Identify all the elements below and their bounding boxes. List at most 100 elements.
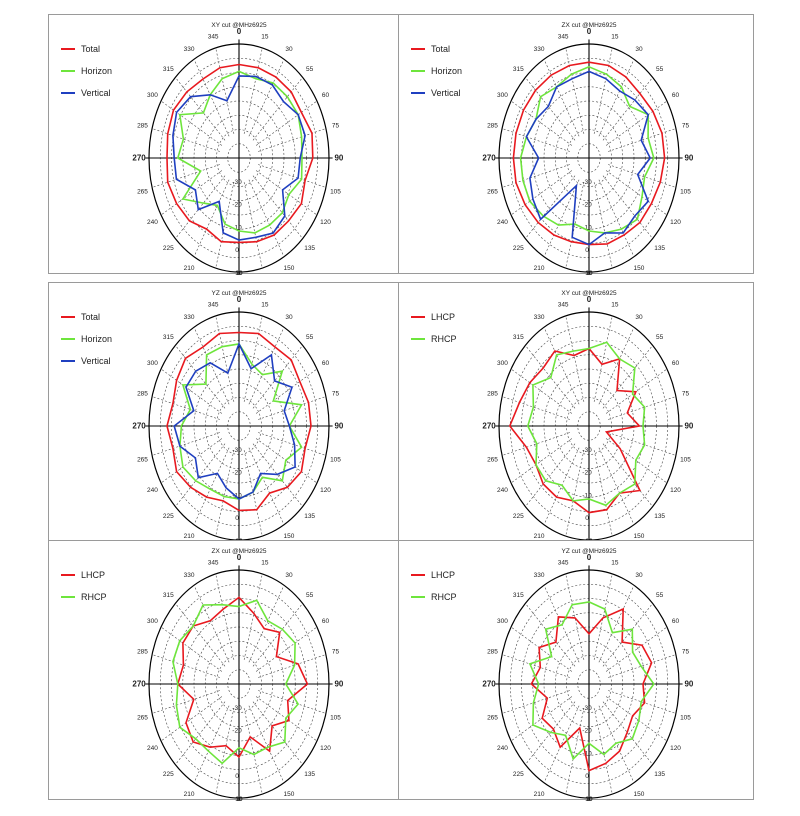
grid-spoke [258, 654, 327, 678]
chart-title: YZ cut @MHz6925 [561, 548, 616, 555]
angle-tick-label: 265 [137, 714, 148, 721]
angle-tick-label: 75 [332, 391, 340, 398]
grid-spoke [525, 701, 576, 765]
grid-spoke [593, 315, 613, 402]
radial-tick-label: -10 [582, 750, 592, 757]
angle-tick-label: 120 [670, 487, 681, 494]
grid-spoke [501, 396, 570, 420]
angle-tick-label: 15 [611, 301, 619, 308]
grid-spoke [608, 396, 677, 420]
angle-tick-label: 270 [482, 154, 496, 163]
radial-tick-label: 0 [585, 247, 589, 254]
radial-tick-label: -30 [232, 179, 242, 186]
grid-spoke [598, 447, 635, 525]
angle-tick-label: 210 [184, 265, 195, 272]
angle-tick-label: 285 [137, 649, 148, 656]
angle-tick-label: 135 [304, 771, 315, 778]
legend-label: Vertical [431, 88, 461, 98]
grid-spoke [510, 696, 573, 742]
grid-spoke [598, 327, 635, 405]
grid-spoke [602, 77, 653, 141]
angle-tick-label: 150 [634, 533, 645, 540]
legend-label: LHCP [431, 570, 455, 580]
angle-tick-label: 345 [208, 301, 219, 308]
legend-label: Total [81, 312, 100, 322]
series-line [173, 341, 296, 500]
grid-spoke [543, 327, 580, 405]
angle-tick-label: 265 [137, 188, 148, 195]
polar-plot-svg: ZX cut @MHz69250153055607590105120135150… [411, 22, 694, 275]
angle-tick-label: 135 [654, 771, 665, 778]
series-line [526, 341, 646, 507]
series-line [172, 599, 300, 765]
legend-label: Total [81, 44, 100, 54]
grid-spoke [501, 128, 570, 152]
angle-tick-label: 135 [654, 245, 665, 252]
angle-tick-label: 240 [497, 219, 508, 226]
angle-tick-label: 30 [635, 46, 643, 53]
angle-tick-label: 120 [320, 219, 331, 226]
grid-spoke [565, 182, 585, 269]
grid-spoke [255, 170, 318, 216]
grid-spoke [215, 182, 235, 269]
radial-tick-label: -10 [582, 492, 592, 499]
grid-spoke [598, 179, 635, 257]
angle-tick-label: 315 [163, 66, 174, 73]
grid-spoke [252, 175, 303, 239]
grid-spoke [593, 47, 613, 134]
angle-tick-label: 265 [137, 456, 148, 463]
grid-spoke [160, 696, 223, 742]
radial-tick-label: 0 [585, 773, 589, 780]
angle-tick-label: 150 [284, 265, 295, 272]
angle-tick-label: 345 [558, 301, 569, 308]
grid-spoke [243, 708, 263, 795]
angle-tick-label: 135 [304, 245, 315, 252]
angle-tick-label: 55 [656, 66, 664, 73]
angle-tick-label: 15 [261, 33, 269, 40]
grid-spoke [175, 603, 226, 667]
radial-tick-label: -20 [232, 728, 242, 735]
legend-label: RHCP [431, 592, 457, 602]
legend-label: RHCP [81, 592, 107, 602]
angle-tick-label: 55 [656, 592, 664, 599]
angle-tick-label: 75 [682, 391, 690, 398]
grid-spoke [565, 708, 585, 795]
grid-spoke [565, 450, 585, 537]
angle-tick-label: 90 [334, 680, 343, 689]
grid-spoke [543, 447, 580, 525]
series-line [176, 596, 309, 759]
angle-tick-label: 135 [304, 513, 315, 520]
angle-tick-label: 30 [285, 572, 293, 579]
polar-plot-svg: ZX cut @MHz69250153055607590105120135150… [61, 548, 344, 801]
angle-tick-label: 300 [497, 618, 508, 625]
angle-tick-label: 105 [330, 188, 341, 195]
radial-tick-label: -10 [232, 492, 242, 499]
legend-label: LHCP [431, 312, 455, 322]
grid-spoke [175, 443, 226, 507]
angle-tick-label: 315 [513, 66, 524, 73]
angle-tick-label: 330 [184, 314, 195, 321]
radial-tick-label: -20 [582, 470, 592, 477]
grid-spoke [255, 438, 318, 484]
grid-spoke [543, 585, 580, 663]
polar-chart-xy-circular: XY cut @MHz6925 0 15 30 55 60 75 90 105 120 135 150… [398, 282, 754, 543]
angle-tick-label: 55 [306, 66, 314, 73]
angle-tick-label: 210 [184, 533, 195, 540]
grid-spoke [602, 345, 653, 409]
radial-tick-label: -30 [232, 447, 242, 454]
legend-label: Total [431, 44, 450, 54]
angle-tick-label: 345 [208, 559, 219, 566]
polar-chart-xy-total: XY cut @MHz6925 0 15 30 55 60 75 90 105 120 135 150… [48, 14, 404, 275]
angle-tick-label: 15 [261, 559, 269, 566]
polar-plot-svg: YZ cut @MHz69250153055607590105120135150… [61, 290, 344, 543]
angle-tick-label: 315 [163, 592, 174, 599]
grid-spoke [598, 585, 635, 663]
angle-tick-label: 265 [487, 714, 498, 721]
angle-tick-label: 150 [284, 533, 295, 540]
angle-tick-label: 330 [534, 46, 545, 53]
angle-tick-label: 210 [534, 791, 545, 798]
angle-tick-label: 345 [558, 559, 569, 566]
angle-tick-label: 90 [334, 154, 343, 163]
grid-spoke [608, 432, 677, 456]
angle-tick-label: 75 [682, 649, 690, 656]
